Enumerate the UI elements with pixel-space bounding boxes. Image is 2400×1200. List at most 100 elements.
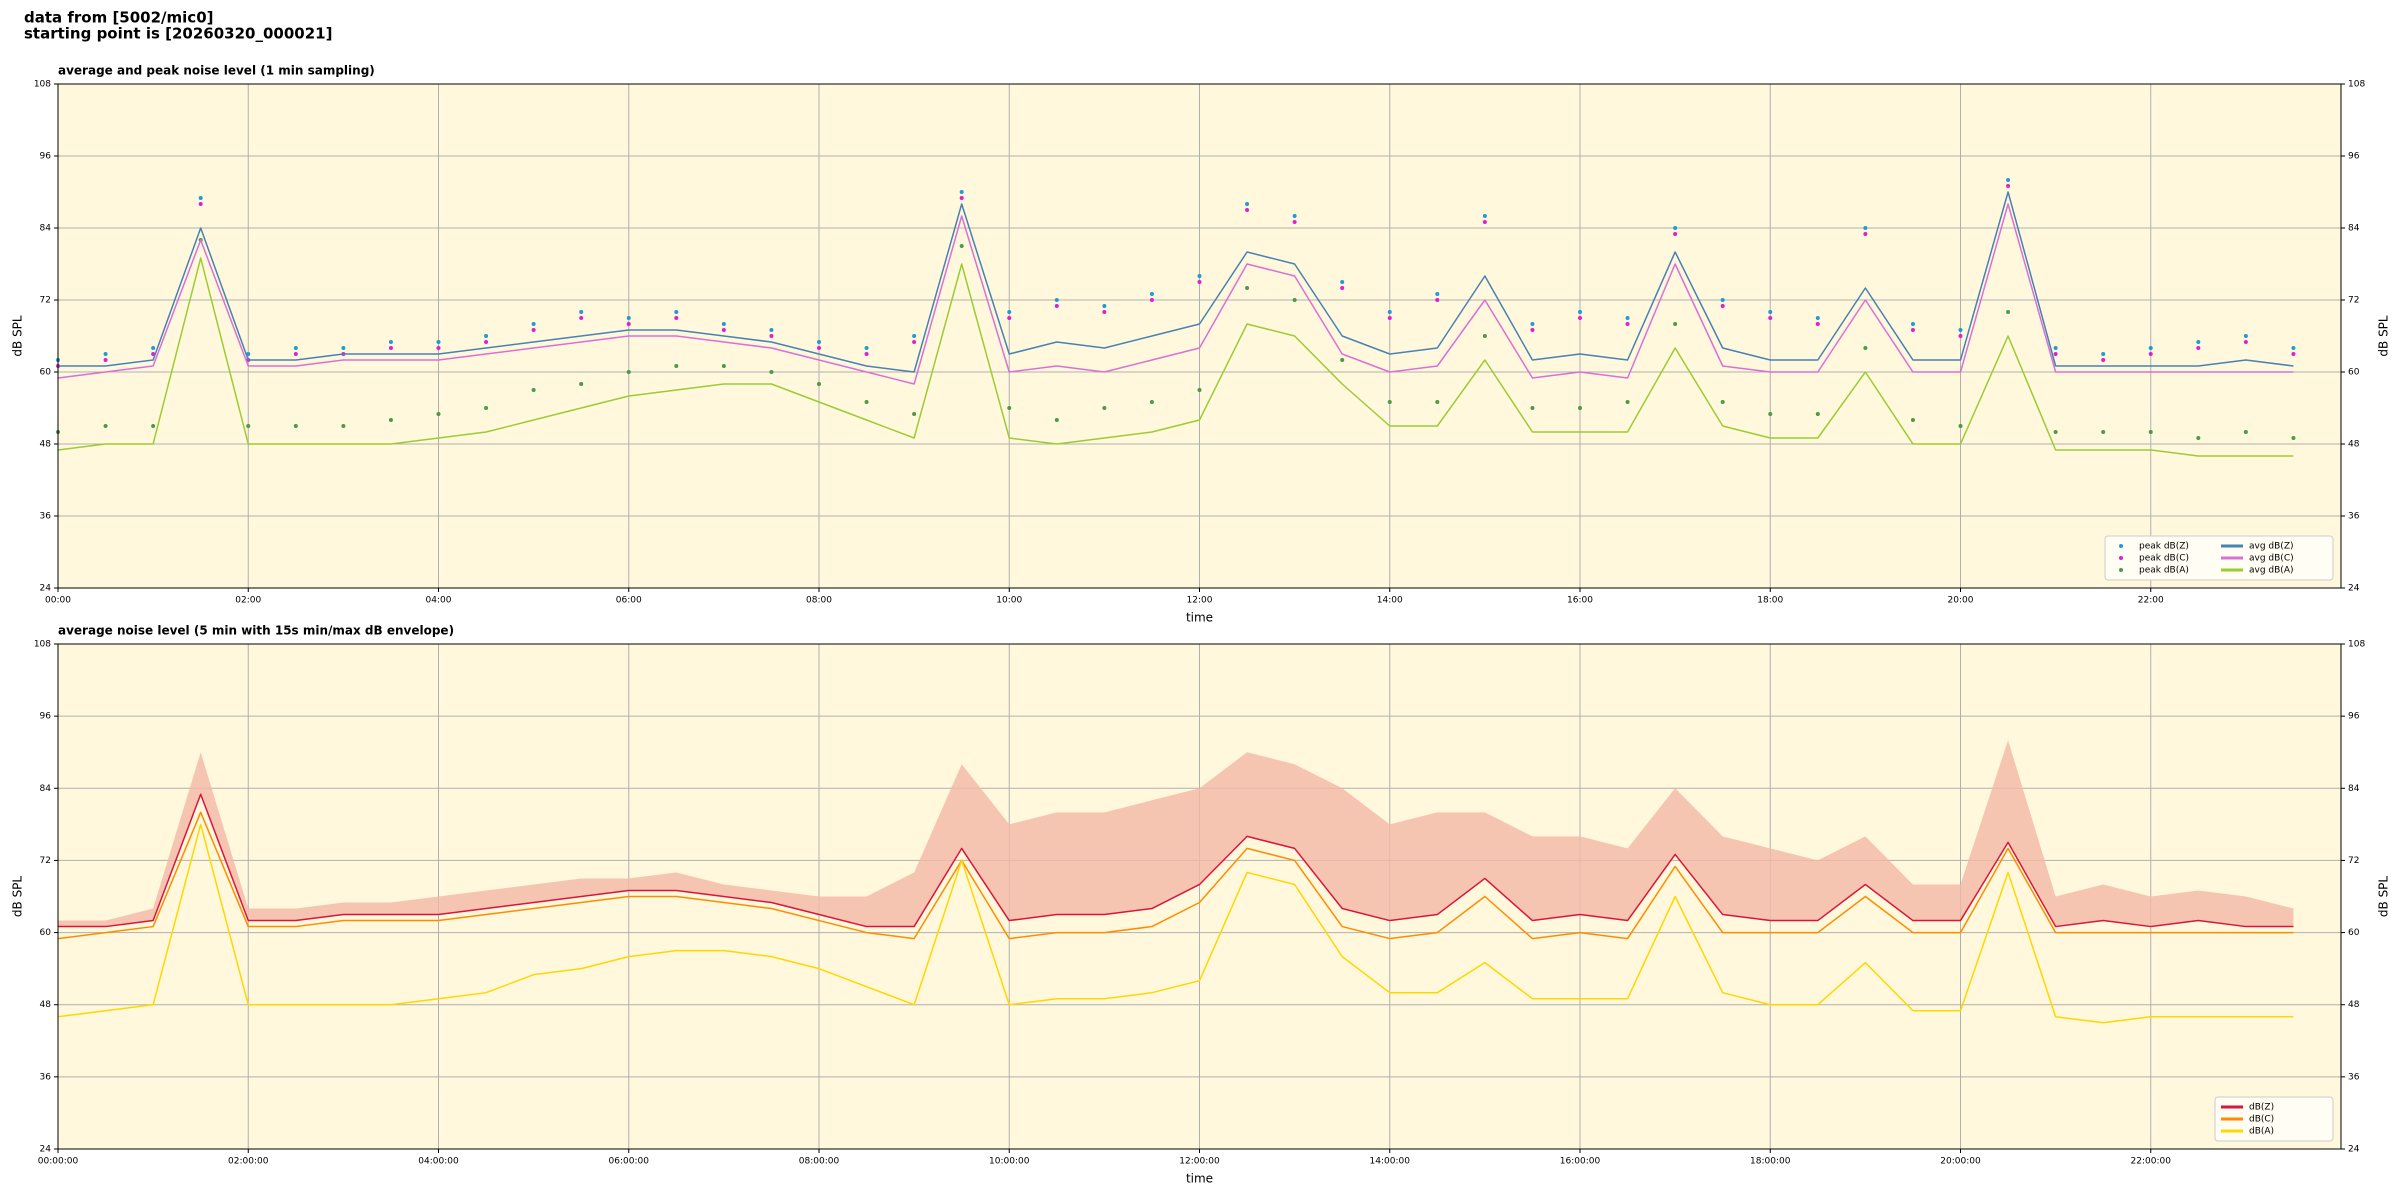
peak-point xyxy=(531,328,536,332)
x-tick-label: 20:00:00 xyxy=(1940,1157,1981,1167)
peak-point xyxy=(1197,280,1202,284)
peak-point xyxy=(1482,214,1487,218)
legend-label: peak dB(C) xyxy=(2139,554,2189,564)
peak-point xyxy=(531,388,536,392)
peak-point xyxy=(2291,346,2296,350)
peak-point xyxy=(246,352,251,356)
peak-point xyxy=(817,340,821,344)
peak-point xyxy=(484,340,489,344)
peak-point xyxy=(293,424,298,428)
peak-point xyxy=(1007,406,1012,410)
x-tick-label: 06:00:00 xyxy=(609,1157,650,1167)
peak-point xyxy=(1197,388,1202,392)
peak-point xyxy=(674,316,679,320)
peak-point xyxy=(1768,412,1773,416)
peak-point xyxy=(1435,292,1440,296)
peak-point xyxy=(388,418,393,422)
y-tick-label: 60 xyxy=(40,928,52,938)
peak-point xyxy=(864,352,869,356)
y-axis-label: dB SPL xyxy=(2377,315,2391,357)
x-axis-label: time xyxy=(1186,611,1213,625)
peak-point xyxy=(2006,310,2011,314)
peak-point xyxy=(1340,286,1345,290)
peak-point xyxy=(531,322,536,326)
peak-point xyxy=(1007,316,1012,320)
y-tick-label: 96 xyxy=(2348,152,2360,162)
peak-point xyxy=(959,196,964,200)
plot-frame xyxy=(57,643,2342,1150)
peak-point xyxy=(1530,328,1535,332)
peak-point xyxy=(579,316,584,320)
legend-label: avg dB(A) xyxy=(2249,566,2293,576)
peak-point xyxy=(436,346,441,350)
peak-point xyxy=(2148,430,2153,434)
y-tick-label: 96 xyxy=(40,152,52,162)
peak-point xyxy=(2053,346,2058,350)
peak-point xyxy=(1578,310,1582,314)
peak-point xyxy=(103,352,108,356)
peak-point xyxy=(864,346,869,350)
x-tick-label: 12:00 xyxy=(1187,596,1213,606)
y-axis-label: dB SPL xyxy=(11,876,25,918)
peak-point xyxy=(1958,328,1963,332)
x-tick-label: 20:00 xyxy=(1948,596,1974,606)
peak-point xyxy=(198,196,203,200)
peak-point xyxy=(1292,220,1297,224)
peak-point xyxy=(769,370,774,374)
peak-point xyxy=(1625,316,1630,320)
peak-point xyxy=(1292,214,1297,218)
peak-point xyxy=(2243,334,2248,338)
y-tick-label: 108 xyxy=(34,80,51,90)
peak-point xyxy=(1387,316,1392,320)
header-line: data from [5002/mic0] xyxy=(24,9,214,27)
peak-point xyxy=(2243,430,2248,434)
peak-point xyxy=(1815,412,1820,416)
y-tick-label: 24 xyxy=(40,584,52,594)
x-tick-label: 04:00 xyxy=(426,596,452,606)
y-tick-label: 36 xyxy=(40,512,52,522)
peak-point xyxy=(1720,298,1725,302)
x-tick-label: 12:00:00 xyxy=(1179,1157,1220,1167)
peak-point xyxy=(1054,304,1059,308)
peak-point xyxy=(674,310,679,314)
x-tick-label: 14:00 xyxy=(1377,596,1403,606)
peak-point xyxy=(198,202,203,206)
peak-point xyxy=(1863,232,1868,236)
peak-point xyxy=(484,334,489,338)
peak-point xyxy=(484,406,489,410)
peak-point xyxy=(1340,358,1345,362)
peak-point xyxy=(1530,406,1535,410)
x-axis-label: time xyxy=(1186,1172,1213,1186)
peak-point xyxy=(2291,352,2296,356)
peak-point xyxy=(1863,346,1868,350)
peak-point xyxy=(721,364,726,368)
peak-point xyxy=(436,412,441,416)
y-tick-label: 108 xyxy=(2348,80,2365,90)
peak-point xyxy=(1910,328,1915,332)
peak-point xyxy=(151,352,156,356)
series-line xyxy=(57,203,2294,385)
legend: peak dB(Z) peak dB(C) peak dB(A) avg dB(Z) a… xyxy=(2104,535,2334,581)
x-tick-label: 06:00 xyxy=(616,596,642,606)
legend-marker xyxy=(2119,568,2123,572)
x-tick-label: 16:00 xyxy=(1567,596,1593,606)
peak-point xyxy=(1625,322,1630,326)
series-line xyxy=(58,793,2294,928)
peak-point xyxy=(293,352,298,356)
peak-point xyxy=(2148,346,2153,350)
envelope-area xyxy=(58,740,2294,927)
peak-point xyxy=(1387,400,1392,404)
peak-point xyxy=(1482,220,1487,224)
y-tick-label: 48 xyxy=(40,1000,52,1010)
peak-point xyxy=(2006,178,2011,182)
y-tick-label: 36 xyxy=(2348,512,2360,522)
peak-point xyxy=(959,190,964,194)
y-tick-label: 24 xyxy=(2348,584,2360,594)
peak-point xyxy=(1625,400,1630,404)
chart-title: average and peak noise level (1 min samp… xyxy=(58,64,375,78)
peak-point xyxy=(579,382,584,386)
y-axis-label: dB SPL xyxy=(2377,876,2391,918)
peak-point xyxy=(579,310,584,314)
x-tick-label: 22:00 xyxy=(2138,596,2164,606)
